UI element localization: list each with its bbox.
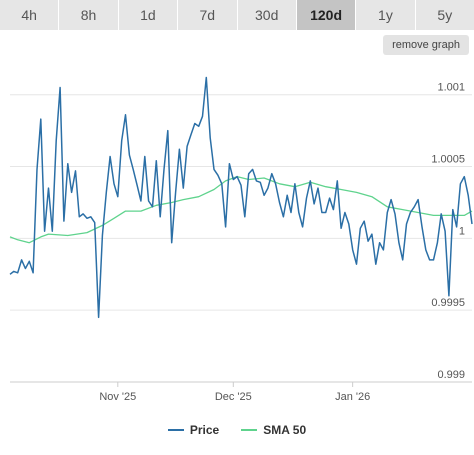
grid-lines bbox=[10, 94, 472, 387]
x-tick-label: Dec '25 bbox=[215, 391, 252, 403]
tab-120d[interactable]: 120d bbox=[296, 0, 357, 30]
y-tick-label: 0.9995 bbox=[431, 297, 465, 309]
x-axis-tick-labels: Nov '25 Dec '25 Jan '26 bbox=[99, 391, 370, 403]
series-lines bbox=[9, 76, 473, 319]
x-tick-label: Nov '25 bbox=[99, 391, 136, 403]
legend-swatch-price bbox=[167, 429, 184, 431]
tab-30d[interactable]: 30d bbox=[237, 0, 297, 30]
tab-1d[interactable]: 1d bbox=[118, 0, 179, 30]
y-tick-label: 1.001 bbox=[437, 82, 465, 94]
tab-4h[interactable]: 4h bbox=[0, 0, 60, 30]
y-tick-label: 1 bbox=[459, 225, 465, 237]
timeframe-tabs: 4h 8h 1d 7d 30d 120d 1y 5y bbox=[0, 0, 474, 30]
y-tick-label: 0.999 bbox=[437, 369, 465, 381]
remove-graph-button[interactable]: remove graph bbox=[383, 35, 469, 55]
price-chart: 1.001 1.0005 1 0.9995 0.999 Nov '25 Dec '25 Ja… bbox=[9, 76, 473, 403]
tab-1y[interactable]: 1y bbox=[356, 0, 416, 30]
legend-item-sma-50[interactable]: SMA 50 bbox=[241, 423, 306, 437]
tab-8h[interactable]: 8h bbox=[59, 0, 119, 30]
y-axis-tick-labels: 1.001 1.0005 1 0.9995 0.999 bbox=[431, 82, 465, 381]
y-tick-label: 1.0005 bbox=[431, 154, 465, 166]
x-tick-label: Jan '26 bbox=[335, 391, 370, 403]
tab-5y[interactable]: 5y bbox=[415, 0, 474, 30]
series-line-sma-50 bbox=[9, 175, 473, 244]
tab-7d[interactable]: 7d bbox=[178, 0, 238, 30]
chart-legend: Price SMA 50 bbox=[0, 420, 474, 440]
legend-swatch-sma-50 bbox=[241, 429, 258, 431]
legend-label-price: Price bbox=[189, 423, 220, 437]
legend-label-sma-50: SMA 50 bbox=[263, 423, 307, 437]
series-line-price bbox=[9, 76, 473, 319]
legend-item-price[interactable]: Price bbox=[167, 423, 220, 437]
